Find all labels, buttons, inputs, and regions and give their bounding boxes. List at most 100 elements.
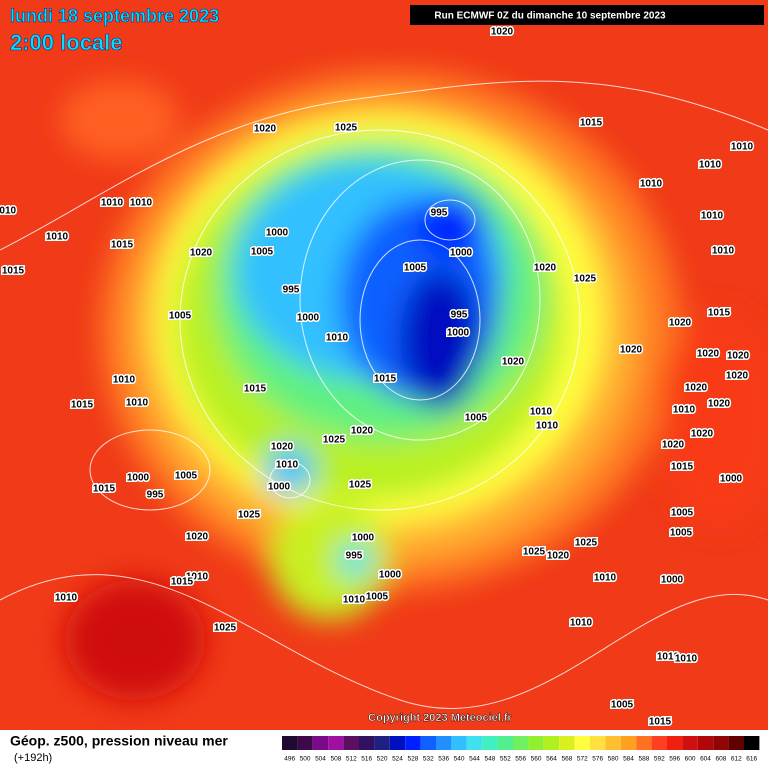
isobar-label: 1000 (661, 575, 684, 586)
legend-swatch (713, 736, 729, 750)
isobar-label: 1010 (46, 232, 69, 243)
legend-label: 524 (392, 756, 403, 763)
isobar-label: 1015 (93, 484, 116, 495)
isobar-label: 1005 (169, 311, 192, 322)
isobar-label: 1015 (649, 717, 672, 728)
isobar-label: 995 (147, 490, 164, 501)
legend-swatch (528, 736, 544, 750)
isobar-label: 1000 (268, 482, 291, 493)
isobar-label: 1025 (335, 123, 358, 134)
legend-swatch (574, 736, 590, 750)
isobar-label: 1010 (701, 211, 724, 222)
legend-swatch (728, 736, 744, 750)
isobar-label: 1005 (671, 508, 694, 519)
footer-title: Géop. z500, pression niveau mer (10, 733, 228, 749)
legend-label: 548 (484, 756, 495, 763)
time: 2:00 locale (10, 30, 123, 55)
legend-swatch (343, 736, 359, 750)
isobar-label: 1010 (570, 618, 593, 629)
legend-swatch (482, 736, 498, 750)
isobar-label: 1010 (343, 595, 366, 606)
isobar-label: 1020 (685, 383, 708, 394)
legend-label: 520 (377, 756, 388, 763)
isobar-label: 1010 (101, 198, 124, 209)
legend-label: 564 (546, 756, 557, 763)
isobar-label: 1015 (2, 266, 25, 277)
isobar-label: 1020 (662, 440, 685, 451)
isobar-label: 1015 (71, 400, 94, 411)
isobar-label: 1025 (575, 538, 598, 549)
isobar-label: 1000 (720, 474, 743, 485)
isobar-label: 1020 (669, 318, 692, 329)
isobar-label: 1010 (731, 142, 754, 153)
legend-swatch (374, 736, 390, 750)
legend-swatch (497, 736, 513, 750)
isobar-label: 1005 (366, 592, 389, 603)
run-info: Run ECMWF 0Z du dimanche 10 septembre 20… (434, 11, 666, 22)
isobar-label: 1010 (130, 198, 153, 209)
legend-swatch (636, 736, 652, 750)
legend-label: 616 (746, 756, 757, 763)
isobar-label: 1000 (379, 570, 402, 581)
isobar-label: 1020 (271, 442, 294, 453)
legend-label: 540 (454, 756, 465, 763)
map: 1020102010251015101010101010995101010101… (0, 0, 768, 730)
legend-label: 560 (531, 756, 542, 763)
legend-swatch (420, 736, 436, 750)
isobar-label: 1005 (670, 528, 693, 539)
legend-swatch (282, 736, 298, 750)
isobar-label: 995 (451, 310, 468, 321)
legend-label: 516 (361, 756, 372, 763)
isobar-label: 1010 (640, 179, 663, 190)
isobar-label: 1015 (374, 374, 397, 385)
isobar-label: 1020 (726, 371, 749, 382)
isobar-label: 995 (346, 551, 363, 562)
legend-label: 572 (577, 756, 588, 763)
legend-label: 556 (515, 756, 526, 763)
legend-label: 600 (685, 756, 696, 763)
isobar-label: 1020 (691, 429, 714, 440)
isobar-label: 1010 (276, 460, 299, 471)
legend-swatch (543, 736, 560, 750)
isobar-label: 995 (431, 208, 448, 219)
legend-swatch (667, 736, 683, 750)
legend-swatch (389, 736, 406, 750)
isobar-label: 1020 (186, 532, 209, 543)
legend-label: 592 (654, 756, 665, 763)
legend-swatch (651, 736, 667, 750)
legend-swatch (697, 736, 714, 750)
legend-label: 576 (592, 756, 603, 763)
legend-label: 588 (638, 756, 649, 763)
isobar-label: 1020 (351, 426, 374, 437)
isobar-label: 1010 (530, 407, 553, 418)
legend-swatch (682, 736, 698, 750)
isobar-label: 1010 (113, 375, 136, 386)
isobar-label: 1010 (675, 654, 698, 665)
isobar-label: 1000 (352, 533, 375, 544)
isobar-label: 1020 (620, 345, 643, 356)
isobar-label: 1020 (190, 248, 213, 259)
isobar-label: 1010 (657, 652, 680, 663)
legend-swatch (436, 736, 452, 750)
legend-label: 596 (669, 756, 680, 763)
isobar-label: 1000 (447, 328, 470, 339)
isobar-label: 1005 (465, 413, 488, 424)
legend-swatch (620, 736, 637, 750)
isobar-label: 1020 (547, 551, 570, 562)
isobar-label: 1025 (323, 435, 346, 446)
isobar-label: 1010 (536, 421, 559, 432)
legend-label: 508 (330, 756, 341, 763)
legend-label: 536 (438, 756, 449, 763)
isobar-label: 995 (283, 285, 300, 296)
isobar-label: 1010 (186, 572, 209, 583)
legend-label: 504 (315, 756, 326, 763)
isobar-label: 1015 (171, 577, 194, 588)
legend-label: 496 (284, 756, 295, 763)
isobar-label: 1025 (214, 623, 237, 634)
legend-label: 604 (700, 756, 711, 763)
isobar-label: 1015 (580, 118, 603, 129)
legend-label: 500 (300, 756, 311, 763)
isobar-label: 1015 (111, 240, 134, 251)
isobar-label: 1015 (708, 308, 731, 319)
legend-label: 608 (715, 756, 726, 763)
